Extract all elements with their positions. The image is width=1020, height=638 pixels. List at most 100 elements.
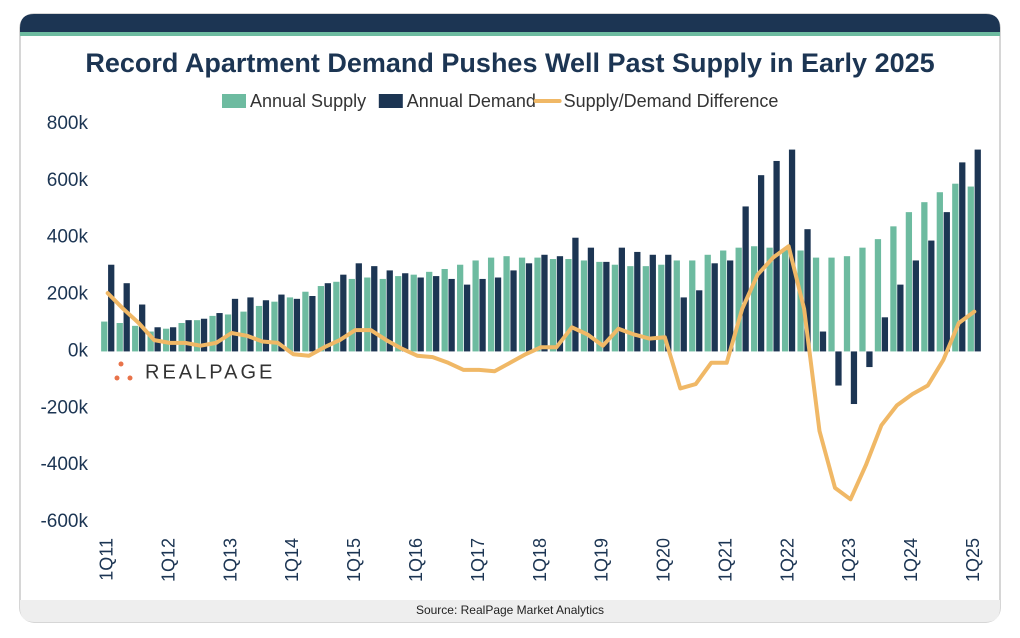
bar	[804, 229, 811, 352]
bar	[333, 281, 340, 352]
bar	[881, 317, 889, 352]
bar	[472, 260, 479, 352]
top-band	[20, 14, 1000, 36]
bar	[309, 295, 316, 352]
logo-dot	[127, 375, 133, 381]
bar	[371, 266, 378, 352]
bar	[696, 290, 703, 352]
bar	[618, 247, 625, 352]
legend-swatch	[222, 94, 246, 108]
bar	[216, 313, 223, 352]
bar	[819, 331, 827, 352]
logo-dot	[114, 375, 120, 381]
x-tick-label: 1Q20	[654, 538, 674, 582]
bar	[735, 247, 742, 352]
x-tick-label: 1Q12	[158, 538, 178, 582]
bar	[101, 321, 108, 352]
bar	[781, 249, 789, 352]
bar	[278, 294, 285, 352]
bar	[665, 254, 672, 352]
bar	[147, 331, 154, 352]
x-tick-label: 1Q17	[468, 538, 488, 582]
x-tick-label: 1Q21	[715, 538, 735, 582]
y-tick-label: -600k	[40, 511, 88, 532]
bar	[649, 254, 656, 352]
bar	[116, 323, 123, 352]
y-tick-label: -400k	[40, 454, 88, 475]
x-tick-label: 1Q25	[963, 538, 983, 582]
bar	[302, 291, 309, 352]
x-tick-label: 1Q18	[530, 538, 550, 582]
bar	[487, 257, 495, 352]
bar	[859, 247, 866, 352]
bar	[240, 311, 247, 352]
bar	[271, 301, 278, 352]
bar	[704, 254, 711, 352]
bar	[410, 274, 417, 352]
y-tick-label: -200k	[40, 397, 88, 418]
bar	[426, 271, 433, 352]
bar	[503, 256, 510, 352]
bar	[364, 277, 371, 352]
legend-label: Annual Demand	[407, 91, 536, 111]
bar	[835, 351, 842, 386]
top-stripe	[20, 32, 1000, 36]
bar	[874, 239, 882, 352]
bar	[611, 264, 619, 352]
bar	[905, 212, 913, 352]
x-tick-label: 1Q13	[220, 538, 240, 582]
bar	[828, 257, 835, 352]
bar	[395, 276, 402, 352]
bar	[866, 351, 873, 368]
bar	[441, 268, 448, 352]
bar	[386, 270, 393, 352]
y-tick-label: 0k	[68, 340, 89, 361]
bar	[193, 320, 201, 352]
bar	[340, 274, 347, 352]
bar	[850, 351, 858, 405]
bar	[727, 260, 734, 352]
x-tick-label: 1Q14	[282, 538, 302, 582]
bar	[163, 328, 170, 352]
line	[105, 244, 977, 502]
bar	[580, 260, 588, 352]
y-tick-label: 800k	[47, 113, 89, 134]
bar	[587, 247, 595, 352]
bar	[169, 327, 177, 352]
bar	[417, 277, 424, 352]
bar	[673, 260, 680, 352]
bar	[634, 251, 641, 352]
legend-label: Supply/Demand Difference	[564, 91, 779, 111]
bar	[627, 266, 634, 352]
x-tick-label: 1Q24	[901, 538, 921, 582]
bar	[912, 260, 919, 352]
bar	[565, 259, 572, 352]
bar	[324, 283, 331, 352]
bar	[348, 278, 355, 352]
bar	[541, 254, 548, 352]
bar	[231, 298, 239, 352]
bar	[433, 276, 440, 352]
bar	[742, 206, 749, 352]
bar	[897, 284, 904, 352]
bar	[572, 237, 579, 352]
bar	[402, 273, 409, 352]
bar	[379, 278, 386, 352]
bar	[812, 257, 820, 352]
bar	[751, 246, 758, 352]
source: Source: RealPage Market Analytics	[416, 603, 604, 617]
bar	[757, 175, 765, 352]
bar	[642, 266, 649, 352]
bar	[890, 226, 897, 352]
x-tick-label: 1Q23	[839, 538, 859, 582]
x-tick-label: 1Q16	[406, 538, 426, 582]
bar	[255, 305, 263, 352]
bar	[178, 323, 185, 352]
bar	[457, 264, 464, 352]
bar	[494, 277, 502, 352]
x-tick-label: 1Q11	[96, 538, 116, 581]
bar	[317, 286, 325, 352]
bar	[549, 259, 557, 352]
bar	[355, 263, 362, 352]
bar	[603, 261, 610, 352]
